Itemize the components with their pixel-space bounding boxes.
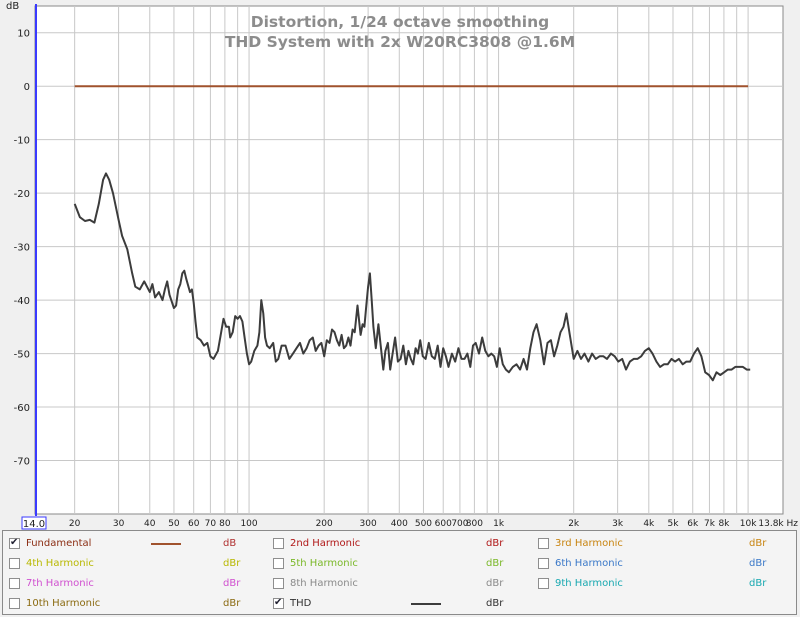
- x-tick-label: 30: [113, 519, 125, 529]
- legend-unit: dBr: [223, 598, 241, 609]
- x-tick-label: 500: [415, 519, 432, 529]
- grid: [36, 6, 783, 514]
- x-tick-label: 400: [391, 519, 408, 529]
- y-tick-label: -20: [14, 189, 30, 200]
- legend-checkbox[interactable]: [9, 578, 20, 589]
- y-tick-label: -40: [14, 296, 30, 307]
- x-tick-label: 60: [188, 519, 200, 529]
- legend-label: 3rd Harmonic: [555, 538, 623, 549]
- legend-label: 9th Harmonic: [555, 578, 623, 589]
- legend-unit: dBr: [223, 558, 241, 569]
- checkmark-icon: ✔: [274, 597, 283, 608]
- legend-item-6th-harmonic: 6th Harmonic dBr: [538, 555, 789, 573]
- legend-panel: ✔ Fundamental dB 2nd Harmonic dBr 3rd Harmoni…: [2, 530, 797, 615]
- x-tick-label: 200: [316, 519, 333, 529]
- legend-unit: dBr: [486, 538, 504, 549]
- legend-label: 8th Harmonic: [290, 578, 358, 589]
- legend-item-5th-harmonic: 5th Harmonic dBr: [273, 555, 526, 573]
- x-tick-label: 10k: [740, 519, 757, 529]
- distortion-chart: 100-10-20-30-40-50-60-70 20 30 40 50 60 70 80 1…: [6, 1, 799, 530]
- y-tick-label: -70: [14, 457, 30, 468]
- y-tick-label: -30: [14, 243, 30, 254]
- series-layer: [73, 85, 751, 382]
- x-tick-label: 40: [144, 519, 156, 529]
- legend-checkbox[interactable]: [538, 558, 549, 569]
- legend-label: 2nd Harmonic: [290, 538, 361, 549]
- legend-item-9th-harmonic: 9th Harmonic dBr: [538, 575, 789, 593]
- x-tick-label: 7k: [704, 519, 716, 529]
- legend-checkbox[interactable]: [9, 598, 20, 609]
- legend-unit: dBr: [749, 558, 767, 569]
- checkmark-icon: ✔: [10, 537, 19, 548]
- legend-item-7th-harmonic: 7th Harmonic dBr: [9, 575, 263, 593]
- legend-label: 6th Harmonic: [555, 558, 623, 569]
- y-axis-label: dB: [6, 1, 19, 12]
- legend-checkbox[interactable]: [538, 578, 549, 589]
- legend-line-swatch: [151, 543, 181, 545]
- legend-checkbox[interactable]: [273, 578, 284, 589]
- x-start-label[interactable]: 14.0: [23, 519, 45, 530]
- legend-label: 7th Harmonic: [26, 578, 94, 589]
- x-start-box[interactable]: [21, 516, 47, 530]
- legend-label: 5th Harmonic: [290, 558, 358, 569]
- legend-unit: dBr: [486, 578, 504, 589]
- legend-label: Fundamental: [26, 538, 92, 549]
- x-tick-label: 8k: [718, 519, 730, 529]
- y-tick-label: 10: [17, 29, 30, 40]
- x-tick-label: 700: [451, 519, 468, 529]
- x-tick-label: 600: [435, 519, 452, 529]
- y-tick-label: -50: [14, 350, 30, 361]
- series-line-thd: [73, 172, 751, 382]
- chart-subtitle: THD System with 2x W20RC3808 @1.6M: [225, 33, 575, 51]
- legend-item-3rd-harmonic: 3rd Harmonic dBr: [538, 535, 789, 553]
- x-tick-label: 6k: [687, 519, 699, 529]
- legend-label: 4th Harmonic: [26, 558, 94, 569]
- y-tick-label: 0: [24, 82, 30, 93]
- x-tick-label: 1k: [493, 519, 505, 529]
- x-tick-label: 300: [360, 519, 377, 529]
- legend-checkbox[interactable]: [273, 558, 284, 569]
- legend-unit: dBr: [486, 598, 504, 609]
- legend-item-8th-harmonic: 8th Harmonic dBr: [273, 575, 526, 593]
- legend-unit: dBr: [223, 578, 241, 589]
- x-tick-label: 800: [466, 519, 483, 529]
- legend-checkbox[interactable]: [273, 538, 284, 549]
- legend-line-swatch: [411, 603, 441, 605]
- x-tick-label: 20: [69, 519, 81, 529]
- legend-unit: dBr: [486, 558, 504, 569]
- legend-checkbox[interactable]: ✔: [9, 537, 20, 549]
- x-tick-label: 80: [219, 519, 231, 529]
- legend-item-10th-harmonic: 10th Harmonic dBr: [9, 595, 263, 613]
- legend-unit: dBr: [749, 538, 767, 549]
- chart-title: Distortion, 1/24 octave smoothing: [251, 13, 550, 31]
- legend-item-2nd-harmonic: 2nd Harmonic dBr: [273, 535, 526, 553]
- legend-checkbox[interactable]: [538, 538, 549, 549]
- legend-item-fundamental: ✔ Fundamental dB: [9, 535, 263, 553]
- y-axis-ticks: 10 0 -10 -20 -30 -40 -50 -60 -70: [14, 29, 30, 468]
- legend-item-4th-harmonic: 4th Harmonic dBr: [9, 555, 263, 573]
- x-tick-label: 5k: [668, 519, 680, 529]
- x-tick-label: 4k: [643, 519, 655, 529]
- legend-unit: dBr: [749, 578, 767, 589]
- x-tick-label: 50: [168, 519, 180, 529]
- y-tick-label: -60: [14, 403, 30, 414]
- legend-label: THD: [290, 598, 312, 609]
- legend-checkbox[interactable]: [9, 558, 20, 569]
- x-tick-label: 100: [240, 519, 257, 529]
- legend-item-thd: ✔ THD dBr: [273, 595, 526, 613]
- legend-label: 10th Harmonic: [26, 598, 101, 609]
- legend-checkbox[interactable]: ✔: [273, 597, 284, 609]
- x-tick-label: 70: [205, 519, 217, 529]
- x-tick-label: 3k: [612, 519, 624, 529]
- x-end-label: 13.8k Hz: [758, 519, 798, 529]
- plot-area: [34, 5, 784, 515]
- x-tick-label: 2k: [568, 519, 580, 529]
- y-tick-label: -10: [14, 136, 30, 147]
- x-start-handle[interactable]: [35, 4, 37, 516]
- legend-unit: dB: [223, 538, 237, 549]
